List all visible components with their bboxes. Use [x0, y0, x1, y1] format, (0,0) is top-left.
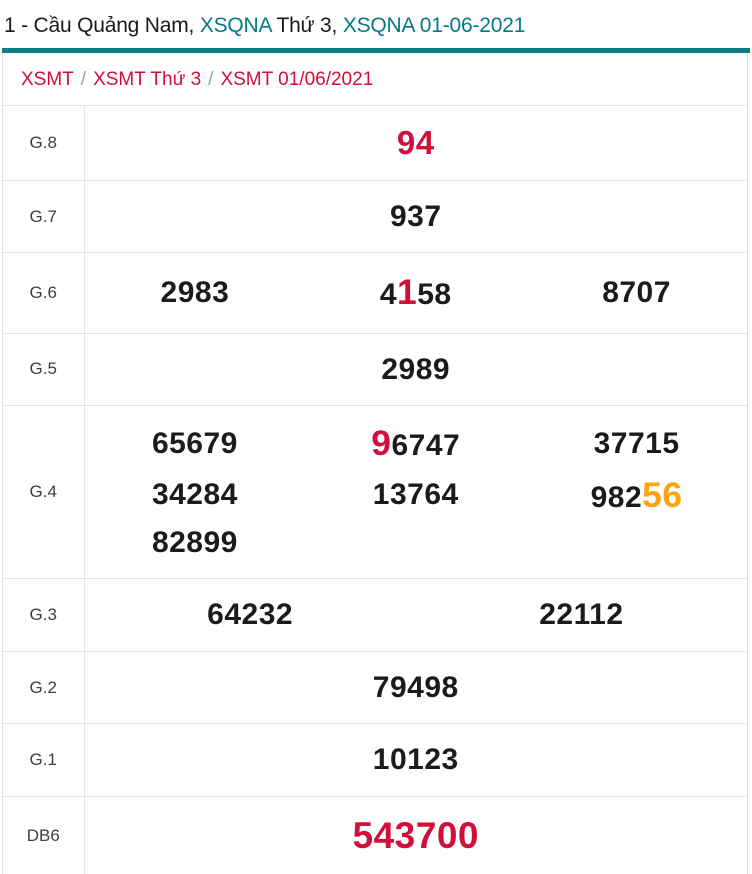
prize-values-cell: 79498 [84, 651, 747, 724]
prize-label: G.8 [3, 106, 85, 181]
prize-values-cell: 2989 [84, 333, 747, 406]
prize-label: G.6 [3, 252, 85, 334]
prize-number: 10123 [372, 743, 459, 777]
prize-number-grid: 937 [85, 181, 748, 253]
prize-row-g-4: G.4 65679 96747 37715 34284 13764 98256 82899 [3, 405, 747, 579]
prize-row-g-7: G.7 937 [3, 180, 747, 253]
prize-number-grid: 10123 [85, 724, 748, 796]
prize-values-cell: 65679 96747 37715 34284 13764 98256 82899 [84, 406, 747, 579]
highlight-digit-red: 9 [371, 423, 392, 464]
breadcrumb: XSMT / XSMT Thứ 3 / XSMT 01/06/2021 [3, 53, 747, 106]
prize-number-grid: 94 [85, 106, 748, 180]
page-title-weekday: Thứ 3, [276, 14, 338, 37]
prize-number: 937 [389, 199, 442, 233]
prize-values-cell: 10123 [84, 724, 747, 797]
digit-group: 6747 [391, 429, 461, 463]
prize-row-g-8: G.8 94 [3, 106, 747, 181]
prize-number-grid: 2989 [85, 334, 748, 406]
prize-number: 2983 [160, 276, 230, 310]
prize-values-cell: 937 [84, 180, 747, 253]
prize-row-g-6: G.6 2983 4158 8707 [3, 252, 747, 334]
prize-number-grid: 65679 96747 37715 34284 13764 98256 82899 [85, 406, 748, 578]
digit-group: 982 [590, 480, 643, 514]
prize-number: 94 [396, 124, 435, 161]
breadcrumb-item-2[interactable]: XSMT Thứ 3 [93, 69, 202, 90]
prize-number: 4158 [305, 267, 526, 318]
prize-label: G.7 [3, 180, 85, 253]
prize-values-cell: 543700 [84, 796, 747, 874]
accent-bar [2, 48, 750, 53]
prize-row-db6: DB6 543700 [3, 796, 747, 874]
breadcrumb-separator: / [208, 69, 214, 90]
prize-values-cell: 2983 4158 8707 [84, 253, 747, 333]
page-title-lead: 1 - Cầu Quảng Nam, [4, 14, 195, 37]
prize-label: G.5 [3, 333, 85, 406]
prize-row-g-1: G.1 10123 [3, 723, 747, 797]
prize-number: 96747 [305, 418, 526, 469]
prize-row-g-3: G.3 64232 22112 [3, 578, 747, 652]
prize-label: G.2 [3, 651, 85, 724]
digit-group: 4 [379, 278, 398, 312]
breadcrumb-item-3[interactable]: XSMT 01/06/2021 [220, 69, 374, 90]
prize-number: 98256 [526, 470, 747, 521]
page-title-code-1: XSQNA [199, 14, 272, 37]
prize-row-g-2: G.2 79498 [3, 651, 747, 724]
prize-row-g-5: G.5 2989 [3, 333, 747, 406]
prize-number: 65679 [151, 427, 238, 461]
prize-number: 34284 [151, 478, 238, 512]
prize-result-table: G.8 94 G.7 937 G.6 2983 4158 8707 G.5 2989 G.4 6567… [3, 106, 747, 874]
prize-values-cell: 94 [84, 106, 747, 180]
breadcrumb-separator: / [80, 69, 87, 90]
highlight-digit-gold: 56 [642, 474, 683, 515]
prize-number: 13764 [372, 478, 459, 512]
highlight-digit-red: 1 [397, 272, 418, 313]
prize-number: 64232 [207, 598, 294, 632]
breadcrumb-item-1[interactable]: XSMT [21, 69, 74, 90]
prize-label: G.1 [3, 723, 85, 797]
prize-number-grid: 64232 22112 [85, 579, 748, 651]
prize-number: 82899 [151, 525, 238, 559]
prize-number-grid: 2983 4158 8707 [85, 253, 748, 332]
prize-number: 8707 [602, 276, 671, 310]
prize-number: 22112 [539, 598, 624, 632]
prize-label: G.4 [3, 405, 85, 579]
prize-number: 79498 [372, 670, 459, 704]
prize-number-grid: 543700 [85, 797, 748, 874]
prize-label: G.3 [3, 578, 85, 652]
page-title-code-date: XSQNA 01-06-2021 [342, 14, 526, 37]
prize-number: 2989 [381, 352, 451, 386]
prize-label: DB6 [3, 796, 85, 874]
prize-number-grid: 79498 [85, 652, 748, 724]
prize-number: 37715 [593, 427, 680, 461]
prize-values-cell: 64232 22112 [84, 579, 747, 652]
digit-group: 58 [417, 278, 452, 312]
lottery-result-card: XSMT / XSMT Thứ 3/XSMT 01/06/2021 G.8 94 G.7… [2, 53, 748, 874]
page-title: 1 - Cầu Quảng Nam, XSQNA Thứ 3, XSQNA 01… [0, 0, 752, 48]
prize-number: 543700 [352, 814, 479, 856]
